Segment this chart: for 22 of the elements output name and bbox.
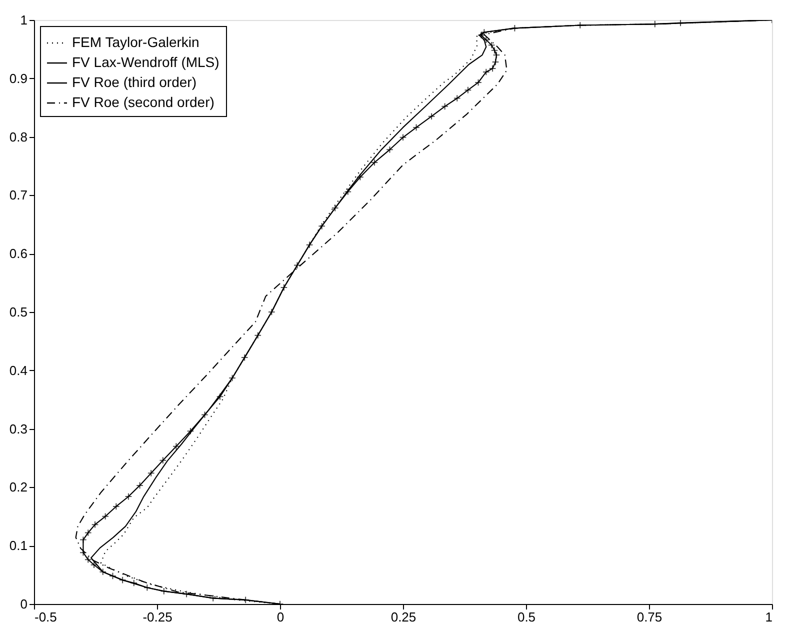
- legend-label: FV Roe (third order): [72, 74, 196, 90]
- legend-label: FV Roe (second order): [72, 94, 214, 110]
- y-tick-label: 0.8: [9, 129, 28, 144]
- y-tick-label: 0.9: [9, 70, 28, 86]
- x-tick-label: 1: [765, 610, 772, 624]
- y-tick-label: 0.5: [9, 304, 28, 320]
- y-tick-label: 0.1: [9, 538, 28, 554]
- legend-label: FV Lax-Wendroff (MLS): [72, 54, 220, 70]
- y-tick-label: 1: [20, 12, 28, 28]
- y-tick-label: 0.4: [9, 362, 28, 378]
- x-tick-label: -0.5: [34, 610, 57, 624]
- x-tick-label: -0.25: [142, 610, 172, 624]
- y-tick-label: 0.6: [9, 246, 28, 262]
- x-tick-label: 0.5: [517, 610, 536, 624]
- y-tick-label: 0: [20, 596, 28, 612]
- legend-label: FEM Taylor-Galerkin: [72, 34, 200, 50]
- y-tick-label: 0.2: [9, 480, 28, 495]
- x-tick-label: 0.25: [390, 610, 416, 624]
- y-tick-label: 0.7: [9, 188, 28, 203]
- y-tick-label: 0.3: [9, 421, 28, 436]
- x-tick-label: 0: [276, 610, 284, 624]
- x-tick-label: 0.75: [636, 610, 662, 624]
